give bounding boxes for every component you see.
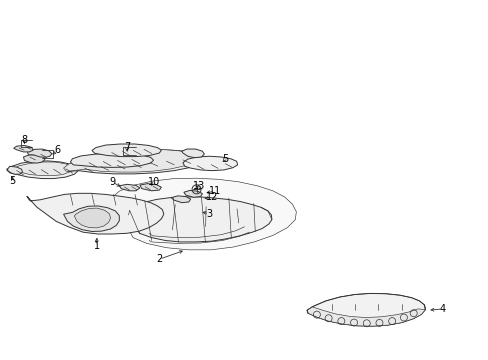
Polygon shape (27, 149, 52, 157)
Polygon shape (23, 155, 45, 163)
Polygon shape (70, 153, 153, 167)
Polygon shape (74, 208, 110, 228)
Polygon shape (182, 149, 204, 158)
Text: 8: 8 (21, 135, 27, 145)
Polygon shape (306, 293, 425, 326)
Polygon shape (183, 190, 202, 197)
Polygon shape (7, 161, 78, 179)
Polygon shape (306, 307, 425, 326)
Polygon shape (183, 156, 237, 171)
Polygon shape (171, 196, 190, 203)
Polygon shape (7, 166, 22, 174)
Polygon shape (13, 162, 73, 176)
Text: 6: 6 (55, 145, 61, 156)
Text: 5: 5 (222, 154, 227, 164)
Polygon shape (92, 144, 161, 157)
Text: 7: 7 (124, 142, 130, 152)
Text: 5: 5 (10, 176, 16, 186)
Polygon shape (14, 145, 33, 152)
Text: 1: 1 (94, 241, 100, 251)
Polygon shape (140, 184, 161, 191)
Polygon shape (119, 184, 140, 191)
Text: 4: 4 (439, 304, 445, 314)
Text: 10: 10 (148, 177, 161, 187)
Polygon shape (66, 150, 204, 174)
Text: 2: 2 (156, 254, 162, 264)
Text: 11: 11 (208, 186, 221, 196)
Text: 3: 3 (206, 209, 212, 219)
Polygon shape (109, 178, 296, 250)
Text: 9: 9 (109, 177, 115, 187)
Polygon shape (128, 197, 271, 242)
Polygon shape (63, 206, 119, 231)
Text: 13: 13 (193, 181, 205, 191)
Text: 12: 12 (205, 192, 218, 202)
Polygon shape (27, 193, 163, 234)
Polygon shape (63, 149, 198, 172)
